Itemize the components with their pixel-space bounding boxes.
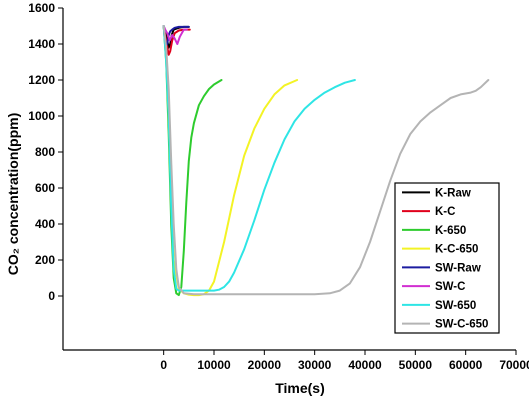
legend-box (394, 182, 500, 334)
y-tick-label: 600 (35, 181, 55, 195)
y-tick-label: 1000 (28, 109, 55, 123)
y-tick-label: 0 (48, 289, 55, 303)
y-tick-label: 400 (35, 217, 55, 231)
x-tick-label: 0 (160, 358, 167, 372)
x-tick-label: 20000 (248, 358, 282, 372)
legend-label: SW-Raw (435, 262, 481, 274)
series-layer (162, 25, 490, 297)
y-tick-label: 1200 (28, 73, 55, 87)
legend-label: SW-C-650 (435, 319, 488, 331)
x-axis-title: Time(s) (275, 380, 325, 396)
y-tick-label: 800 (35, 145, 55, 159)
x-tick-label: 30000 (298, 358, 332, 372)
x-tick-label: 50000 (399, 358, 433, 372)
legend-label: K-Raw (435, 187, 471, 199)
legend-label: SW-C (435, 281, 465, 293)
x-tick-label: 40000 (348, 358, 382, 372)
y-axis-title: CO₂ concentration(ppm) (5, 113, 21, 276)
legend-label: SW-650 (435, 300, 476, 312)
legend-label: K-C-650 (435, 244, 478, 256)
series-line-sw-650 (162, 25, 356, 292)
y-tick-label: 1400 (28, 37, 55, 51)
series-line-sw-c-650 (162, 25, 490, 296)
x-tick-label: 60000 (449, 358, 483, 372)
legend-label: K-650 (435, 225, 466, 237)
x-tick-label: 10000 (197, 358, 231, 372)
y-tick-label: 1600 (28, 1, 55, 15)
y-tick-label: 200 (35, 253, 55, 267)
legend-label: K-C (435, 206, 455, 218)
series-line-sw-c (162, 25, 188, 45)
legend: K-Raw K-C K-650 K-C-650 SW-Raw SW-C SW-650 SW-C… (394, 182, 500, 334)
